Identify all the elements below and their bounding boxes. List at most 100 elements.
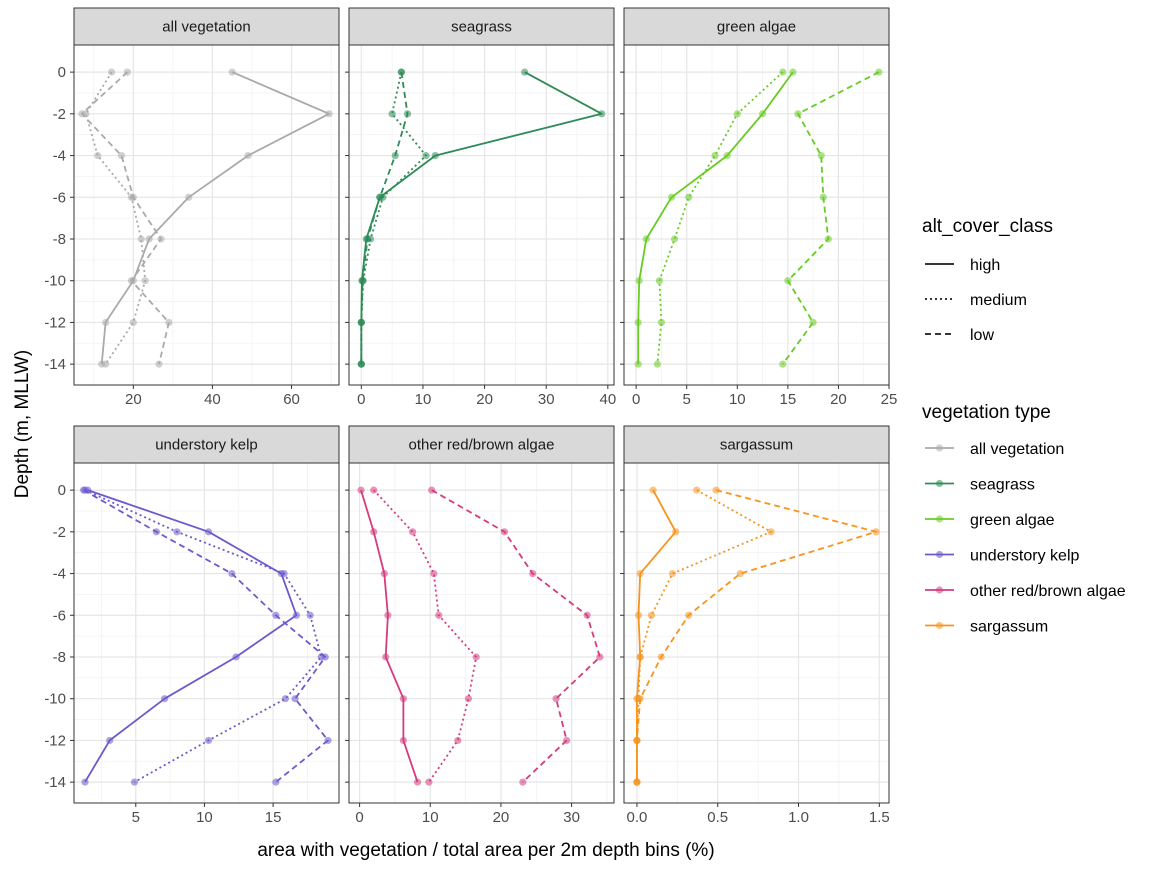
data-point-low [636, 695, 644, 703]
data-point-medium [306, 611, 314, 619]
data-point-low [552, 695, 560, 703]
data-point-low [596, 653, 604, 661]
data-point-low [152, 528, 160, 536]
data-point-high [636, 569, 644, 578]
data-point-high [244, 151, 252, 160]
data-point-medium [107, 68, 116, 76]
data-point-high [634, 360, 642, 368]
panel-title: sargassum [720, 437, 793, 454]
data-point-high [399, 695, 408, 703]
panel-1: seagrass 0 10 20 30 40 [345, 7, 616, 408]
data-point-medium [141, 277, 149, 285]
panel-title: seagrass [451, 19, 512, 36]
series-line-medium [636, 489, 772, 783]
legend-label-seagrass: seagrass [970, 477, 1035, 494]
data-point-high [723, 151, 731, 160]
data-point-medium [94, 151, 102, 160]
data-point-low [633, 778, 641, 786]
legend-point [935, 550, 944, 559]
data-point-low [794, 110, 802, 118]
series-line-high [637, 71, 794, 365]
data-point-low [779, 360, 787, 368]
data-point-medium [280, 569, 288, 578]
panel-border [623, 44, 890, 386]
data-point-high [413, 778, 422, 786]
legend-label-high: high [970, 257, 1000, 274]
data-point-low [272, 611, 280, 619]
data-point-high [106, 736, 114, 745]
data-point-low [657, 653, 665, 661]
data-point-low [357, 318, 365, 327]
data-point-medium [422, 151, 430, 160]
data-point-low [155, 360, 163, 368]
data-point-low [817, 151, 825, 160]
series-line-low [782, 71, 880, 365]
data-point-low [872, 528, 880, 536]
panel-strip [73, 7, 340, 46]
y-tick-label: 0 [58, 64, 66, 81]
x-tick-label: 20 [493, 809, 510, 826]
panel-title: other red/brown algae [409, 437, 555, 454]
panel-strip [73, 425, 340, 464]
data-point-high [232, 653, 240, 661]
series-line-medium [656, 71, 784, 365]
panel-strip [623, 425, 890, 464]
data-point-medium [767, 528, 775, 536]
panel-4: other red/brown algae 0 10 20 30 [345, 425, 615, 826]
data-point-low [824, 235, 832, 243]
legend-color-title: vegetation type [922, 402, 1051, 423]
x-tick-label: 20 [125, 391, 142, 408]
series-line-low [636, 489, 877, 783]
data-point-low [272, 778, 280, 786]
data-point-high [185, 193, 193, 201]
series-line-low [431, 489, 601, 783]
y-tick-label: -12 [44, 314, 66, 331]
legend-point [935, 515, 944, 523]
data-point-low [123, 68, 131, 76]
y-tick-label: -14 [44, 774, 66, 791]
data-point-high [370, 528, 378, 536]
data-point-low [391, 151, 399, 160]
y-tick-label: -14 [44, 356, 66, 373]
y-tick-label: -8 [53, 231, 66, 248]
legend-point [935, 479, 944, 488]
x-tick-label: 10 [415, 391, 432, 408]
data-point-low [291, 695, 299, 703]
data-point-low [529, 569, 537, 578]
y-tick-label: -8 [53, 649, 66, 666]
data-point-medium [653, 360, 661, 368]
data-point-low [358, 277, 367, 285]
legend-label-sargassum: sargassum [970, 619, 1048, 636]
x-tick-label: 15 [780, 391, 797, 408]
data-point-low [228, 569, 236, 578]
y-tick-label: -4 [53, 148, 66, 165]
data-point-high [357, 486, 365, 494]
x-tick-label: 1.5 [869, 809, 890, 826]
data-point-medium [657, 318, 666, 327]
data-point-high [758, 110, 767, 118]
legend-label-other-red-brown-algae: other red/brown algae [970, 583, 1126, 600]
panel-title: understory kelp [155, 437, 258, 454]
data-point-medium [130, 778, 139, 786]
legend-linetype-title: alt_cover_class [922, 216, 1053, 237]
data-point-low [357, 360, 365, 368]
data-point-high [667, 193, 676, 201]
data-point-high [292, 611, 301, 619]
data-point-high [382, 653, 390, 661]
panel-2: green algae 0 5 10 15 20 25 [620, 7, 898, 408]
data-point-medium [779, 68, 787, 76]
x-tick-label: 10 [729, 391, 746, 408]
data-point-high [204, 528, 213, 536]
x-tick-label: 0 [355, 809, 363, 826]
data-point-high [634, 611, 643, 619]
data-point-medium [472, 653, 480, 661]
x-tick-label: 10 [422, 809, 439, 826]
y-tick-label: -4 [53, 566, 66, 583]
x-tick-label: 25 [881, 391, 898, 408]
data-point-medium [733, 110, 741, 118]
data-point-high [384, 611, 392, 619]
x-tick-label: 10 [196, 809, 213, 826]
y-tick-label: -6 [53, 607, 66, 624]
